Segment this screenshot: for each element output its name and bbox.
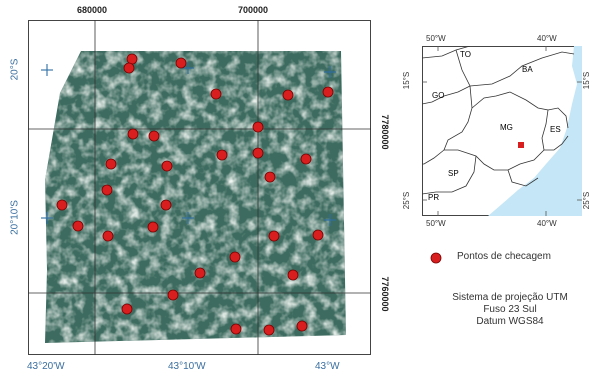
state-label-sp: SP: [448, 169, 459, 178]
inset-lat-right-15s: 15°S: [582, 71, 592, 90]
check-point: [216, 149, 228, 161]
check-point: [287, 269, 299, 281]
check-point: [123, 62, 135, 74]
check-point: [102, 230, 114, 242]
check-point: [312, 229, 324, 241]
utm-grid: [28, 20, 371, 355]
inset-lon-bottom-40w: 40°W: [537, 219, 557, 228]
check-point: [296, 320, 308, 332]
legend-label: Pontos de checagem: [457, 251, 551, 262]
lat-label-20-10s: 20°10'S: [9, 200, 21, 235]
check-point: [252, 121, 264, 133]
check-point: [322, 86, 334, 98]
inset-lon-bottom-50w: 50°W: [426, 219, 446, 228]
check-point: [229, 251, 241, 263]
inset-map-canvas: TO BA GO MG ES SP PR: [421, 45, 582, 216]
check-point: [210, 88, 222, 100]
state-label-to: TO: [460, 50, 471, 59]
inset-lon-top-40w: 40°W: [537, 34, 557, 43]
inset-graticule-ticks: [422, 46, 582, 216]
check-point: [230, 323, 242, 335]
check-point: [105, 158, 117, 170]
satellite-image: [45, 51, 346, 343]
check-points-layer: [56, 53, 334, 336]
check-point: [72, 220, 84, 232]
check-point: [160, 199, 172, 211]
main-map: [28, 20, 371, 355]
utm-y-label-7760000: 7760000: [380, 276, 390, 312]
state-label-es: ES: [550, 125, 561, 134]
check-point: [56, 199, 68, 211]
utm-x-label-700000: 700000: [238, 5, 269, 15]
check-point: [175, 57, 187, 69]
state-borders: [421, 45, 575, 195]
check-point: [127, 128, 139, 140]
legend: Pontos de checagem: [427, 250, 597, 266]
inset-map: TO BA GO MG ES SP PR: [421, 45, 582, 216]
geo-graticule-ticks: [41, 62, 336, 226]
utm-x-label-680000: 680000: [77, 5, 108, 15]
projection-line-3: Datum WGS84: [476, 316, 544, 327]
inset-lat-right-25s: 25°S: [582, 191, 592, 210]
state-label-ba: BA: [522, 65, 533, 74]
check-point: [148, 130, 160, 142]
state-label-go: GO: [432, 91, 444, 100]
check-point: [167, 289, 179, 301]
lon-label-43-10w: 43°10'W: [168, 361, 206, 372]
state-label-mg: MG: [500, 123, 513, 132]
check-point: [252, 147, 264, 159]
study-area-marker: [518, 142, 524, 148]
check-point: [147, 221, 159, 233]
check-point: [101, 184, 113, 196]
check-point: [161, 160, 173, 172]
check-point: [263, 324, 275, 336]
inset-lon-top-50w: 50°W: [426, 34, 446, 43]
check-point: [121, 303, 133, 315]
state-label-pr: PR: [428, 193, 439, 202]
inset-lat-left-25s: 25°S: [402, 191, 412, 210]
state-mg: [443, 91, 549, 171]
lon-label-43w: 43°W: [315, 361, 340, 372]
legend-point-icon: [430, 252, 442, 264]
projection-info: Sistema de projeção UTM Fuso 23 Sul Datu…: [425, 292, 595, 328]
utm-y-label-7780000: 7780000: [380, 114, 390, 150]
inset-lat-left-15s: 15°S: [402, 71, 412, 90]
ocean: [488, 46, 582, 216]
main-map-canvas: [28, 20, 371, 355]
lat-label-20s: 20°S: [9, 58, 21, 81]
check-point: [282, 89, 294, 101]
lon-label-43-20w: 43°20'W: [27, 361, 65, 372]
check-point: [264, 171, 276, 183]
projection-line-2: Fuso 23 Sul: [483, 304, 537, 315]
check-point: [300, 153, 312, 165]
check-point: [126, 53, 138, 65]
check-point: [268, 230, 280, 242]
check-point: [194, 267, 206, 279]
projection-line-1: Sistema de projeção UTM: [452, 292, 568, 303]
